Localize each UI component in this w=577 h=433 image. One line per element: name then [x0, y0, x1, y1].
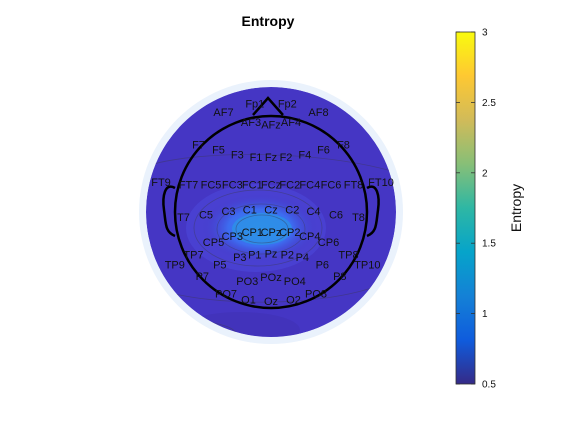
- electrode-label-fp1: Fp1: [245, 98, 264, 110]
- electrode-label-fz: Fz: [265, 152, 277, 164]
- electrode-label-t8: T8: [352, 212, 365, 224]
- electrode-label-fc4: FC4: [299, 180, 320, 192]
- electrode-label-po7: PO7: [215, 288, 237, 300]
- electrode-label-pz: Pz: [265, 248, 278, 260]
- electrode-label-fc5: FC5: [201, 180, 222, 192]
- colorbar-tick-label: 2: [482, 168, 488, 179]
- colorbar: [456, 32, 475, 384]
- electrode-label-p5: P5: [213, 260, 226, 272]
- electrode-label-tp9: TP9: [165, 260, 185, 272]
- electrode-label-af4: AF4: [281, 117, 301, 129]
- colorbar-label: Entropy: [508, 184, 524, 232]
- electrode-label-af8: AF8: [308, 107, 328, 119]
- electrode-label-f4: F4: [298, 150, 311, 162]
- electrode-label-o2: O2: [286, 295, 301, 307]
- electrode-label-af3: AF3: [241, 117, 261, 129]
- electrode-label-ft7: FT7: [179, 180, 199, 192]
- electrode-label-c5: C5: [199, 210, 213, 222]
- electrode-label-afz: AFz: [261, 120, 281, 132]
- colorbar-tick-label: 2.5: [482, 98, 496, 109]
- electrode-label-fc2: FC2: [279, 180, 300, 192]
- electrode-label-f2: F2: [280, 152, 293, 164]
- electrode-label-fcz: FCz: [261, 180, 281, 192]
- electrode-label-tp10: TP10: [354, 260, 380, 272]
- electrode-label-oz: Oz: [264, 296, 278, 308]
- electrode-label-o1: O1: [241, 295, 256, 307]
- electrode-label-p8: P8: [333, 271, 346, 283]
- electrode-label-f6: F6: [317, 145, 330, 157]
- electrode-label-c6: C6: [329, 210, 343, 222]
- electrode-label-ft8: FT8: [344, 180, 364, 192]
- electrode-label-poz: POz: [260, 272, 281, 284]
- colorbar-tick-label: 3: [482, 28, 488, 39]
- chart-title: Entropy: [242, 13, 295, 29]
- electrode-label-po4: PO4: [284, 276, 306, 288]
- electrode-label-tp7: TP7: [183, 250, 203, 262]
- colorbar-tick-label: 1: [482, 309, 488, 320]
- electrode-label-p7: P7: [196, 271, 209, 283]
- colorbar-tick-label: 1.5: [482, 239, 496, 250]
- electrode-label-f7: F7: [192, 140, 205, 152]
- electrode-label-f1: F1: [250, 152, 263, 164]
- electrode-label-cp6: CP6: [318, 237, 339, 249]
- electrode-label-c3: C3: [221, 206, 235, 218]
- electrode-label-fp2: Fp2: [278, 98, 297, 110]
- electrode-label-f3: F3: [231, 150, 244, 162]
- electrode-label-c2: C2: [285, 205, 299, 217]
- electrode-label-c4: C4: [306, 206, 320, 218]
- electrode-label-p4: P4: [296, 252, 309, 264]
- electrode-label-c1: C1: [243, 205, 257, 217]
- electrode-label-ft10: FT10: [368, 177, 394, 189]
- colorbar-tick-label: 0.5: [482, 380, 496, 391]
- electrode-label-p2: P2: [281, 250, 294, 262]
- electrode-label-fc6: FC6: [321, 180, 342, 192]
- electrode-label-p3: P3: [233, 252, 246, 264]
- electrode-label-p6: P6: [316, 260, 329, 272]
- electrode-label-f8: F8: [337, 140, 350, 152]
- electrode-label-f5: F5: [212, 145, 225, 157]
- electrode-label-cp3: CP3: [222, 231, 243, 243]
- electrode-label-fc1: FC1: [242, 180, 263, 192]
- electrode-label-po3: PO3: [236, 276, 258, 288]
- electrode-label-cp2: CP2: [279, 227, 300, 239]
- electrode-label-af7: AF7: [213, 107, 233, 119]
- electrode-label-ft9: FT9: [151, 177, 171, 189]
- electrode-label-fc3: FC3: [222, 180, 243, 192]
- electrode-label-p1: P1: [248, 250, 261, 262]
- electrode-label-t7: T7: [177, 212, 190, 224]
- electrode-label-cz: Cz: [264, 205, 277, 217]
- electrode-label-po8: PO8: [305, 288, 327, 300]
